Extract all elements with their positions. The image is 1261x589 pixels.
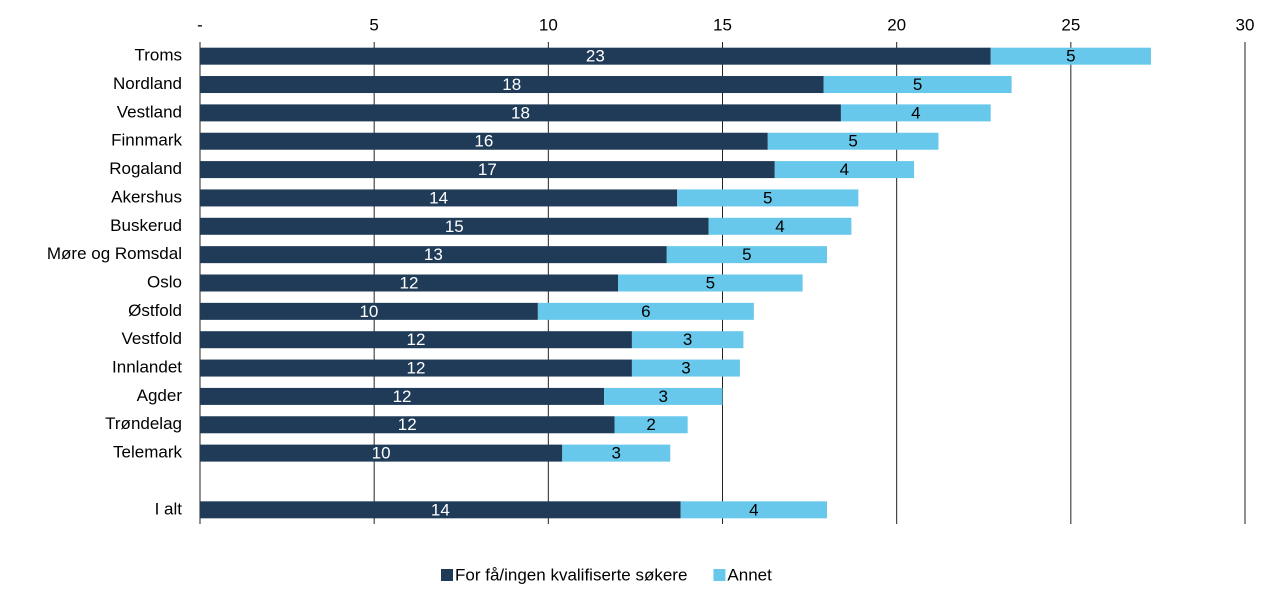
bar (200, 359, 632, 377)
data-label: 14 (429, 188, 448, 207)
bar (200, 387, 605, 405)
bar (604, 387, 723, 405)
legend-swatch (441, 569, 453, 581)
data-label: 12 (398, 415, 417, 434)
x-tick-label: 5 (369, 15, 378, 34)
data-label: 14 (431, 500, 450, 519)
bar (200, 104, 841, 122)
y-tick-label: Vestfold (122, 329, 183, 348)
bar (200, 76, 824, 94)
y-tick-label: Akershus (111, 187, 182, 206)
data-label: 23 (586, 47, 605, 66)
data-label: 5 (706, 273, 715, 292)
data-label: 17 (478, 160, 497, 179)
data-label: 5 (848, 132, 857, 151)
bar (990, 47, 1151, 65)
bar (767, 132, 939, 150)
bar (200, 416, 615, 434)
data-label: 3 (683, 330, 692, 349)
x-tick-label: 20 (887, 15, 906, 34)
bar (840, 104, 991, 122)
data-label: 4 (775, 217, 784, 236)
y-tick-label: Telemark (113, 443, 182, 462)
legend-swatch (713, 569, 726, 581)
data-label: 3 (681, 359, 690, 378)
x-tick-label: 30 (1236, 15, 1255, 34)
bar (618, 274, 803, 292)
bar (680, 501, 827, 519)
x-tick-label: - (197, 15, 203, 34)
bar (200, 189, 678, 207)
y-tick-label: Østfold (128, 301, 182, 320)
data-label: 10 (359, 302, 378, 321)
bar (677, 189, 859, 207)
bar (614, 416, 688, 434)
bar (631, 359, 740, 377)
bar (562, 444, 671, 462)
data-label: 12 (407, 359, 426, 378)
y-tick-label: Innlandet (112, 358, 182, 377)
bar (774, 161, 915, 179)
y-tick-label: Buskerud (110, 216, 182, 235)
y-tick-label: Trøndelag (105, 414, 182, 433)
data-label: 4 (911, 103, 920, 122)
bar (200, 246, 667, 264)
data-label: 18 (502, 75, 521, 94)
bar (537, 302, 754, 320)
y-tick-label: Nordland (113, 74, 182, 93)
data-label: 12 (400, 273, 419, 292)
data-label: 4 (749, 500, 758, 519)
bar (200, 217, 709, 235)
bar (823, 76, 1012, 94)
bar (200, 47, 991, 65)
data-label: 16 (474, 132, 493, 151)
y-tick-label: Vestland (117, 102, 182, 121)
data-label: 10 (372, 444, 391, 463)
bar (200, 501, 681, 519)
x-tick-label: 25 (1061, 15, 1080, 34)
y-tick-label: Møre og Romsdal (47, 244, 182, 263)
data-label: 12 (393, 387, 412, 406)
legend-label: For få/ingen kvalifiserte søkere (455, 565, 687, 584)
bar (200, 132, 768, 150)
data-label: 6 (641, 302, 650, 321)
data-label: 4 (840, 160, 849, 179)
data-label: 3 (659, 387, 668, 406)
bar (200, 161, 775, 179)
bar (200, 302, 538, 320)
y-tick-label: I alt (155, 499, 183, 518)
data-label: 5 (763, 188, 772, 207)
data-label: 2 (646, 415, 655, 434)
y-tick-label: Troms (134, 46, 182, 65)
data-label: 13 (424, 245, 443, 264)
x-tick-label: 10 (539, 15, 558, 34)
x-tick-label: 15 (713, 15, 732, 34)
data-label: 18 (511, 103, 530, 122)
bar (708, 217, 852, 235)
bar (666, 246, 827, 264)
y-tick-label: Oslo (147, 272, 182, 291)
bar (200, 331, 632, 349)
legend-label: Annet (727, 565, 772, 584)
y-tick-label: Rogaland (109, 159, 182, 178)
data-label: 5 (1066, 47, 1075, 66)
data-label: 5 (913, 75, 922, 94)
bar (200, 274, 618, 292)
data-label: 5 (742, 245, 751, 264)
bar (200, 444, 563, 462)
data-label: 3 (612, 444, 621, 463)
y-tick-label: Agder (137, 386, 183, 405)
y-tick-label: Finnmark (111, 131, 182, 150)
bar (631, 331, 744, 349)
data-label: 12 (407, 330, 426, 349)
data-label: 15 (445, 217, 464, 236)
